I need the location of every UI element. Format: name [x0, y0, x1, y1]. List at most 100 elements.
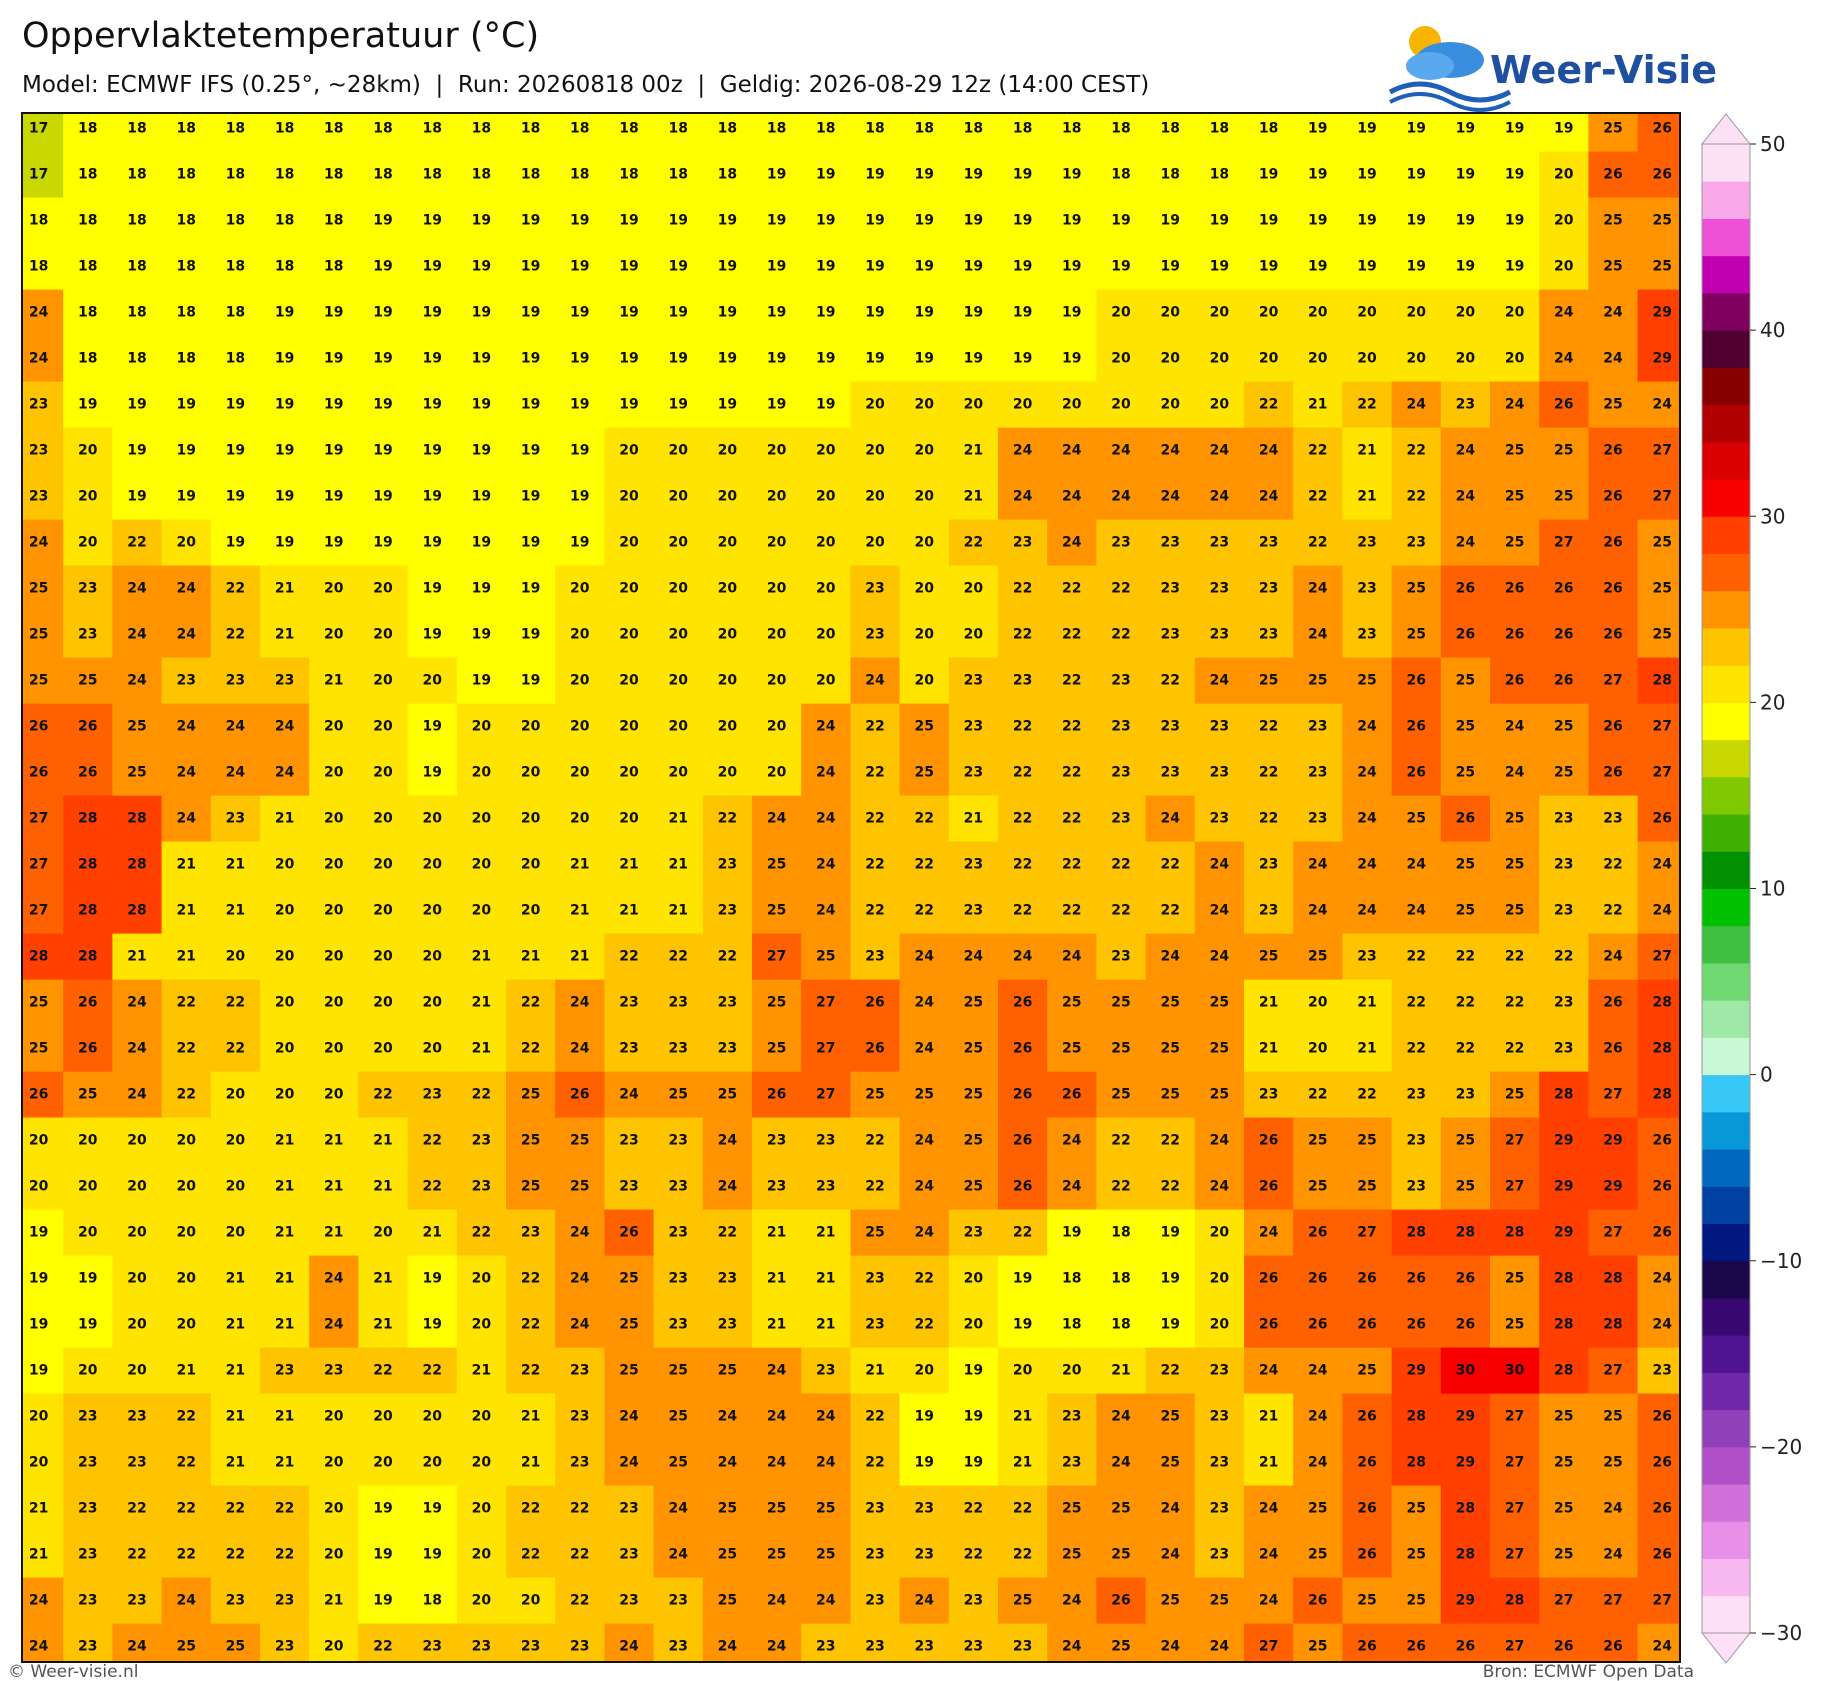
- temperature-label: 24: [1652, 1317, 1672, 1333]
- temperature-cell: [506, 703, 556, 751]
- colorbar-block: [1702, 1297, 1750, 1336]
- temperature-cell: [1293, 473, 1343, 521]
- temperature-label: 20: [570, 765, 590, 781]
- temperature-cell: [407, 795, 458, 843]
- temperature-label: 23: [1210, 535, 1229, 551]
- temperature-cell: [998, 795, 1048, 843]
- temperature-cell: [653, 151, 704, 199]
- temperature-cell: [899, 795, 950, 843]
- temperature-cell: [407, 289, 458, 337]
- temperature-cell: [456, 151, 507, 199]
- temperature-cell: [555, 381, 605, 429]
- temperature-cell: [1194, 657, 1245, 705]
- temperature-label: 19: [521, 305, 540, 321]
- colorbar-block: [1702, 1595, 1750, 1634]
- temperature-label: 20: [816, 627, 836, 643]
- temperature-label: 18: [127, 121, 146, 137]
- temperature-label: 25: [1456, 903, 1475, 919]
- temperature-label: 24: [1160, 811, 1180, 827]
- temperature-label: 19: [1357, 121, 1376, 137]
- temperature-label: 23: [1357, 949, 1376, 965]
- temperature-label: 25: [521, 1179, 540, 1195]
- temperature-label: 25: [1406, 1593, 1425, 1609]
- temperature-label: 20: [127, 1363, 147, 1379]
- temperature-label: 25: [718, 1593, 737, 1609]
- temperature-cell: [1244, 703, 1294, 751]
- temperature-label: 27: [1505, 1409, 1524, 1425]
- temperature-label: 24: [1259, 1363, 1279, 1379]
- temperature-label: 25: [1210, 995, 1229, 1011]
- temperature-label: 23: [668, 1041, 687, 1057]
- temperature-label: 23: [668, 1179, 687, 1195]
- temperature-cell: [1490, 519, 1540, 567]
- temperature-cell: [899, 197, 950, 245]
- temperature-label: 19: [718, 259, 737, 275]
- temperature-cell: [210, 335, 261, 383]
- temperature-cell: [456, 979, 507, 1027]
- temperature-cell: [1637, 933, 1680, 981]
- temperature-cell: [604, 657, 655, 705]
- temperature-label: 24: [1111, 1409, 1131, 1425]
- temperature-label: 25: [914, 765, 933, 781]
- temperature-label: 24: [570, 1225, 590, 1241]
- temperature-cell: [63, 749, 113, 797]
- temperature-label: 19: [1505, 167, 1524, 183]
- temperature-cell: [1047, 887, 1097, 935]
- temperature-label: 20: [324, 1409, 344, 1425]
- temperature-label: 20: [668, 535, 688, 551]
- temperature-cell: [948, 887, 999, 935]
- temperature-cell: [407, 473, 458, 521]
- temperature-cell: [998, 657, 1048, 705]
- temperature-label: 23: [275, 1593, 294, 1609]
- temperature-label: 24: [1406, 857, 1426, 873]
- temperature-label: 23: [1406, 1179, 1425, 1195]
- temperature-cell: [899, 657, 950, 705]
- temperature-cell: [653, 1025, 704, 1073]
- temperature-label: 25: [668, 1409, 687, 1425]
- temperature-cell: [260, 381, 310, 429]
- temperature-label: 26: [1652, 1501, 1671, 1517]
- temperature-cell: [1194, 887, 1245, 935]
- temperature-label: 23: [1111, 719, 1130, 735]
- temperature-cell: [1047, 197, 1097, 245]
- temperature-cell: [653, 473, 704, 521]
- temperature-label: 20: [127, 1179, 147, 1195]
- temperature-label: 26: [1603, 443, 1622, 459]
- temperature-cell: [456, 887, 507, 935]
- temperature-label: 25: [1357, 1593, 1376, 1609]
- temperature-cell: [1539, 979, 1589, 1027]
- temperature-cell: [1047, 979, 1097, 1027]
- temperature-cell: [1244, 887, 1294, 935]
- temperature-label: 20: [422, 811, 442, 827]
- temperature-label: 23: [619, 1133, 638, 1149]
- temperature-cell: [1342, 473, 1393, 521]
- temperature-label: 22: [373, 1363, 392, 1379]
- temperature-label: 20: [176, 1271, 196, 1287]
- temperature-label: 26: [29, 1087, 48, 1103]
- temperature-cell: [112, 243, 163, 291]
- temperature-cell: [1145, 795, 1196, 843]
- temperature-label: 24: [816, 1455, 836, 1471]
- temperature-label: 23: [718, 857, 737, 873]
- temperature-label: 25: [718, 1363, 737, 1379]
- temperature-cell: [210, 1025, 261, 1073]
- temperature-label: 19: [816, 305, 835, 321]
- temperature-label: 25: [1111, 1547, 1130, 1563]
- temperature-label: 28: [1603, 1317, 1622, 1333]
- temperature-cell: [1588, 197, 1639, 245]
- temperature-cell: [1145, 1025, 1196, 1073]
- temperature-label: 20: [472, 1271, 492, 1287]
- temperature-cell: [210, 197, 261, 245]
- temperature-cell: [260, 979, 310, 1027]
- temperature-label: 24: [914, 949, 934, 965]
- temperature-cell: [702, 795, 753, 843]
- temperature-label: 20: [964, 627, 984, 643]
- temperature-cell: [210, 519, 261, 567]
- temperature-cell: [1244, 565, 1294, 613]
- temperature-cell: [702, 749, 753, 797]
- temperature-cell: [555, 887, 605, 935]
- temperature-label: 29: [1456, 1455, 1475, 1471]
- temperature-cell: [1588, 887, 1639, 935]
- temperature-cell: [850, 289, 901, 337]
